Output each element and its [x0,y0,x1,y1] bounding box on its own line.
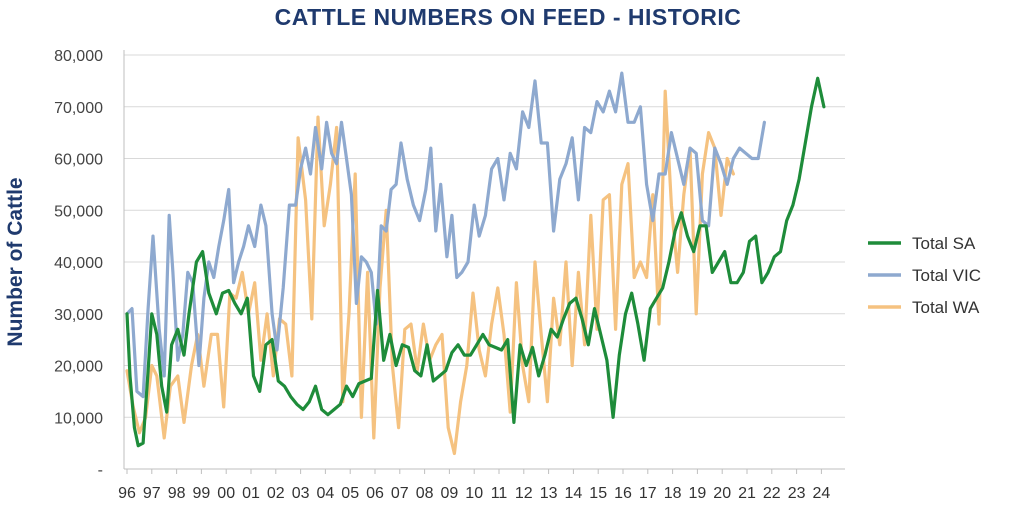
x-tick-label: 23 [788,485,806,502]
legend-label: Total VIC [912,266,981,285]
series-line-total-sa [125,76,826,448]
y-tick-label: 30,000 [54,307,103,324]
x-tick-label: 99 [193,485,211,502]
x-tick-label: 21 [738,485,756,502]
legend-label: Total WA [912,298,980,317]
y-tick-label: 80,000 [54,48,103,65]
x-tick-label: 19 [689,485,707,502]
y-tick-label: - [98,462,103,479]
x-tick-label: 05 [341,485,359,502]
x-tick-label: 07 [391,485,409,502]
x-tick-label: 09 [441,485,459,502]
x-tick-label: 12 [515,485,533,502]
x-tick-label: 98 [168,485,186,502]
x-tick-label: 14 [565,485,583,502]
x-tick-label: 96 [118,485,136,502]
legend-label: Total SA [912,234,976,253]
axes: - 10,000 20,000 30,000 40,000 50,000 60,000 70,… [54,48,845,502]
x-tick-label: 03 [292,485,310,502]
x-tick-label: 00 [217,485,235,502]
y-tick-label: 10,000 [54,410,103,427]
y-tick-label: 20,000 [54,359,103,376]
x-tick-label: 13 [540,485,558,502]
x-tick-label: 04 [317,485,335,502]
x-tick-label: 11 [491,485,508,502]
x-tick-label: 01 [242,485,260,502]
x-tick-label: 02 [267,485,285,502]
y-tick-label: 40,000 [54,255,103,272]
x-tick-label: 97 [143,485,161,502]
x-tick-label: 08 [416,485,434,502]
y-tick-label: 60,000 [54,152,103,169]
x-tick-label: 24 [813,485,831,502]
x-tick-label: 06 [366,485,384,502]
x-tick-label: 16 [614,485,632,502]
x-tick-label: 10 [465,485,483,502]
x-tick-label: 15 [589,485,607,502]
x-tick-label: 17 [639,485,657,502]
series-lines [125,71,826,456]
x-tick-label: 20 [713,485,731,502]
x-tick-label: 22 [763,485,781,502]
y-tick-label: 50,000 [54,203,103,220]
legend: Total SA Total VIC Total WA [868,234,981,317]
series-line-total-vic [125,71,767,399]
y-tick-label: 70,000 [54,100,103,117]
x-tick-label: 18 [664,485,682,502]
chart-title: CATTLE NUMBERS ON FEED - HISTORIC [274,4,742,30]
